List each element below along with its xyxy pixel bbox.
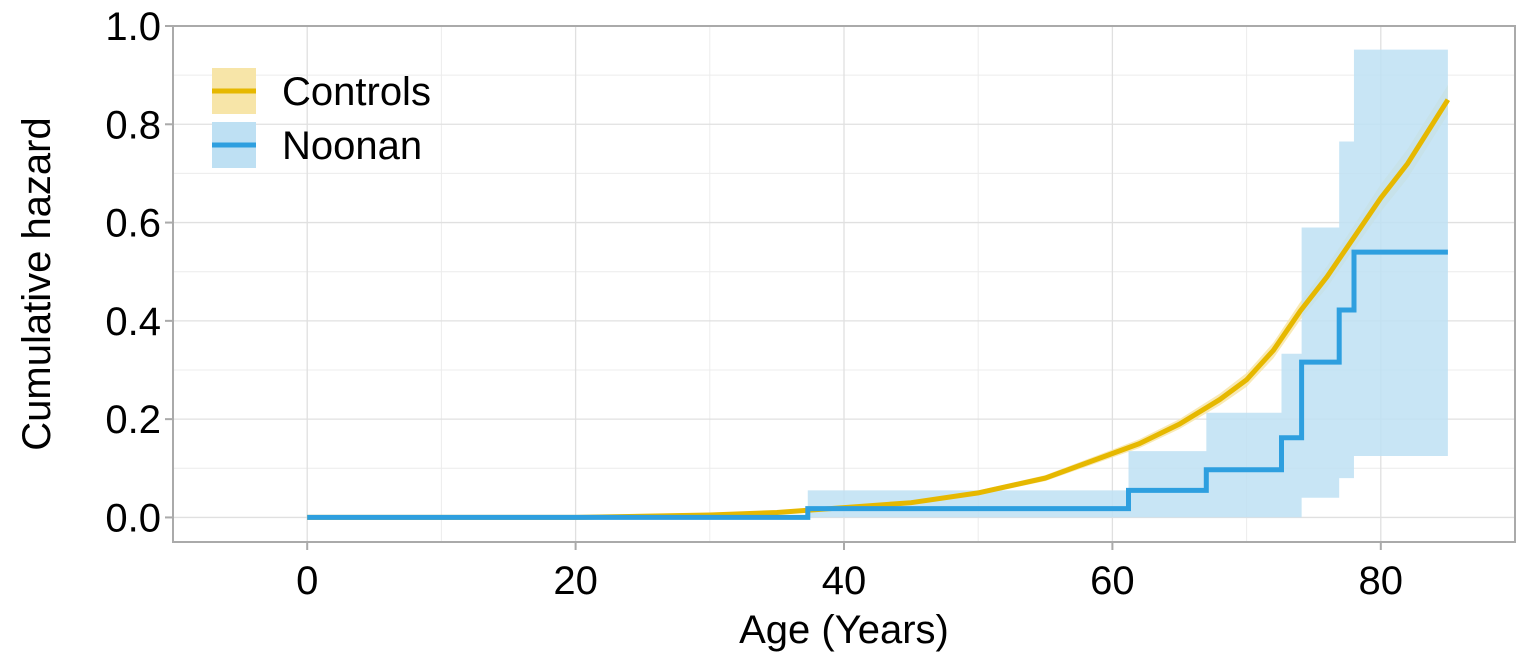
x-axis: 0 20 40 60 80 — [296, 542, 1403, 603]
x-tick-label: 80 — [1359, 559, 1404, 603]
y-tick-label: 0.4 — [105, 300, 161, 344]
y-tick-label: 0.2 — [105, 398, 161, 442]
y-axis-title: Cumulative hazard — [15, 117, 59, 451]
legend-label-controls: Controls — [282, 70, 431, 114]
legend-label-noonan: Noonan — [282, 124, 422, 168]
y-tick-label: 0.6 — [105, 202, 161, 246]
y-tick-label: 0.0 — [105, 496, 161, 540]
controls-line — [307, 98, 1451, 520]
x-axis-title: Age (Years) — [739, 608, 949, 652]
x-tick-label: 60 — [1090, 559, 1135, 603]
series-lines — [307, 98, 1451, 520]
noonan-line — [307, 249, 1448, 520]
x-tick-label: 20 — [553, 559, 598, 603]
x-tick-label: 0 — [296, 559, 318, 603]
x-tick-label: 40 — [822, 559, 867, 603]
y-tick-label: 0.8 — [105, 103, 161, 147]
y-axis: 0.0 0.2 0.4 0.6 0.8 1.0 — [105, 5, 173, 540]
legend: Controls Noonan — [212, 68, 431, 168]
y-tick-label: 1.0 — [105, 5, 161, 49]
noonan-band — [307, 49, 1448, 518]
confidence-bands — [307, 49, 1448, 518]
